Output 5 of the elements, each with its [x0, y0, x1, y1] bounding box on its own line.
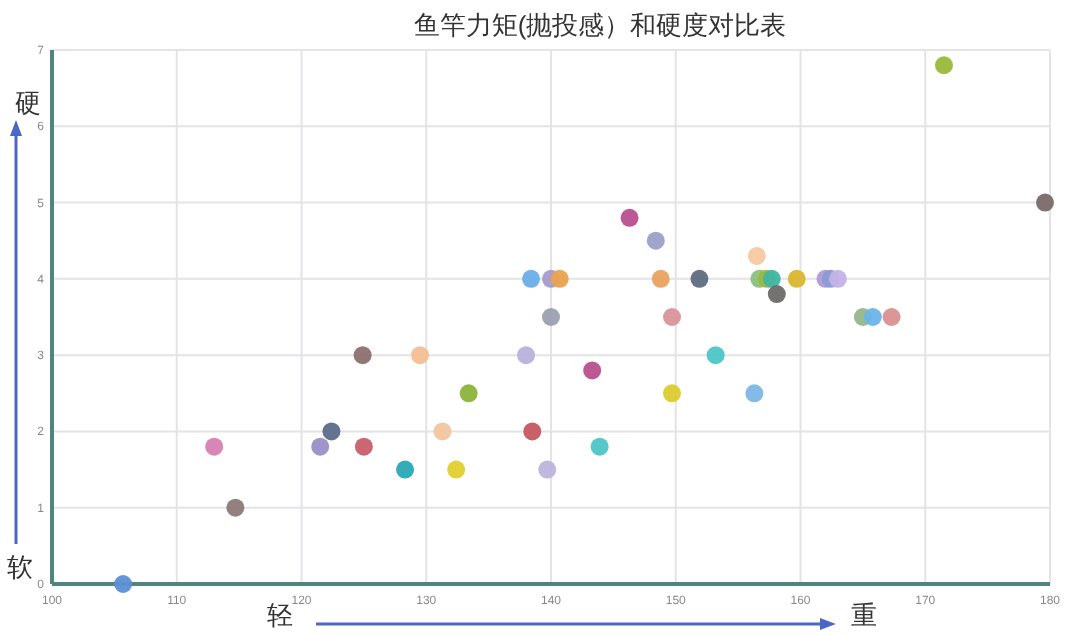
- chart-title: 鱼竿力矩(抛投感）和硬度对比表: [413, 10, 787, 40]
- text: 轻: [267, 600, 293, 630]
- text: 硬: [15, 88, 41, 118]
- text: 重: [851, 600, 877, 630]
- text: 软: [7, 552, 33, 582]
